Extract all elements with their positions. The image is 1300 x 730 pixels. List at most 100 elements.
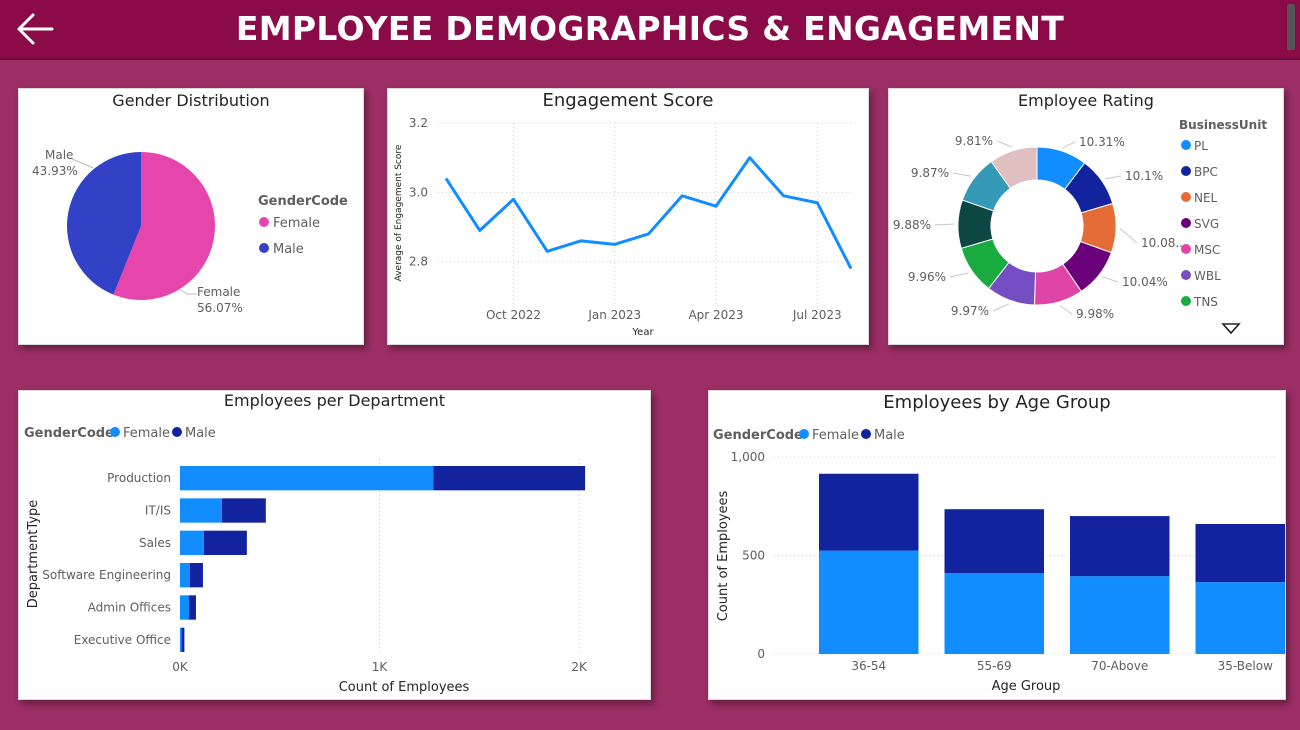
legend-dot-bpc <box>1181 166 1191 176</box>
bar-segment-female <box>180 563 190 588</box>
leader-line-female <box>178 288 197 295</box>
x-axis-title: Count of Employees <box>339 680 470 695</box>
legend-label-male: Male <box>874 428 905 443</box>
legend-dot-male <box>861 429 871 439</box>
donut-slice-other-9 <box>990 146 1038 190</box>
y-tick-label: 2.8 <box>409 255 428 269</box>
legend-dot-female <box>110 427 120 437</box>
y-tick-label: 0 <box>757 647 765 661</box>
slice-label: 9.98% <box>1076 307 1114 321</box>
gender-chart-title: Gender Distribution <box>112 91 270 110</box>
legend-scroll-down-button[interactable] <box>1221 322 1241 336</box>
caret-down-icon <box>1221 323 1241 335</box>
slice-label: 10.1% <box>1125 169 1163 183</box>
bar-segment-female <box>180 627 182 652</box>
y-axis-title: Average of Engagement Score <box>394 144 404 281</box>
slice-label: 9.96% <box>908 270 946 284</box>
bar-segment-female <box>180 595 189 620</box>
engagement-line-chart: 2.8 3.0 3.2 Oct 2022 Jan 2023 Apr 2023 Jul 202… <box>394 116 853 338</box>
slice-label-female: Female <box>197 285 240 299</box>
column-segment-female <box>944 573 1044 654</box>
y-tick-label: 500 <box>742 549 765 563</box>
header-bar: EMPLOYEE DEMOGRAPHICS & ENGAGEMENT <box>0 0 1300 60</box>
legend-title: GenderCode <box>258 194 348 209</box>
slice-label: 9.88% <box>893 218 931 232</box>
legend-dot-female <box>259 217 269 227</box>
y-tick-label: Sales <box>139 536 171 550</box>
age-chart-title: Employees by Age Group <box>883 392 1111 413</box>
y-tick-label: 3.0 <box>409 185 428 199</box>
employees-by-age-card: GenderCode Female Male 0 500 1,000 36-54 55-69 7… <box>708 390 1286 700</box>
x-tick-label: 36-54 <box>851 659 886 673</box>
legend-dot-female <box>799 429 809 439</box>
y-axis-title: DepartmentType <box>26 500 41 609</box>
y-tick-label: Software Engineering <box>42 568 171 582</box>
engagement-chart-title: Engagement Score <box>542 90 714 111</box>
column-segment-male <box>819 473 919 551</box>
employees-per-department-card: GenderCode Female Male 0K 1K 2K Production IT/I… <box>18 390 651 700</box>
department-chart-title: Employees per Department <box>223 391 446 410</box>
legend-label-wbl: WBL <box>1194 269 1221 283</box>
slice-pct-male: 43.93% <box>32 164 78 178</box>
legend-dot-male <box>172 427 182 437</box>
y-tick-label: Admin Offices <box>88 601 171 615</box>
x-axis-title: Age Group <box>992 679 1061 694</box>
leader-line <box>952 172 971 177</box>
bar-segment-female <box>180 530 204 555</box>
column-segment-female <box>819 550 919 654</box>
employee-rating-card: 10.31% 10.1% 10.08... 10.04% 9.98% 9.97% 9.96%… <box>888 88 1284 345</box>
bar-segment-male <box>189 563 203 588</box>
leader-line <box>934 223 955 226</box>
rating-chart-title: Employee Rating <box>1018 91 1154 110</box>
leader-line <box>1102 276 1119 283</box>
column-segment-female <box>1070 576 1170 654</box>
bar-segment-female <box>180 498 222 523</box>
x-tick-label: Apr 2023 <box>688 308 743 322</box>
x-tick-label: Jul 2023 <box>792 308 842 322</box>
slice-pct-female: 56.07% <box>197 301 243 315</box>
legend-label-msc: MSC <box>1194 243 1220 257</box>
scrollbar-thumb[interactable] <box>1287 4 1295 50</box>
legend-label-male: Male <box>185 426 216 441</box>
x-tick-label: 35-Below <box>1218 659 1273 673</box>
slice-label: 9.87% <box>911 166 949 180</box>
x-tick-label: 70-Above <box>1091 659 1148 673</box>
slice-label: 10.04% <box>1122 275 1168 289</box>
x-tick-label: 55-69 <box>977 659 1012 673</box>
column-segment-male <box>1070 516 1170 577</box>
leader-line <box>1063 141 1076 148</box>
page-title: EMPLOYEE DEMOGRAPHICS & ENGAGEMENT <box>235 9 1065 48</box>
x-tick-label: 0K <box>172 660 189 674</box>
column-segment-male <box>944 509 1044 574</box>
x-tick-label: Oct 2022 <box>486 308 541 322</box>
column-segment-male <box>1195 523 1285 583</box>
legend-label-female: Female <box>273 216 320 231</box>
y-tick-label: Production <box>107 471 171 485</box>
legend-title: GenderCode <box>713 428 803 443</box>
bar-segment-male <box>203 530 247 555</box>
engagement-line <box>444 156 853 270</box>
pie-slice-female <box>113 152 215 300</box>
legend-dot-male <box>259 243 269 253</box>
legend-title: BusinessUnit <box>1179 118 1267 132</box>
back-button[interactable] <box>16 10 56 48</box>
leader-line <box>996 140 1013 148</box>
y-tick-label: Executive Office <box>74 633 171 647</box>
department-bar-chart: GenderCode Female Male 0K 1K 2K Production IT/I… <box>24 426 588 695</box>
y-tick-label: 3.2 <box>409 116 428 130</box>
slice-label: 10.08... <box>1141 236 1187 250</box>
legend-label-pl: PL <box>1194 139 1208 153</box>
x-axis-title: Year <box>631 327 654 338</box>
legend-title: GenderCode <box>24 426 114 441</box>
bar-segment-male <box>433 466 586 491</box>
legend-dot-tns <box>1181 296 1191 306</box>
legend-dot-msc <box>1181 244 1191 254</box>
column-segment-female <box>1195 582 1285 654</box>
y-tick-label: 1,000 <box>731 450 765 464</box>
slice-label-male: Male <box>45 148 73 162</box>
leader-line <box>949 272 969 278</box>
slice-label: 9.81% <box>955 134 993 148</box>
bar-segment-female <box>180 466 434 491</box>
legend-label-tns: TNS <box>1193 295 1218 309</box>
leader-line <box>1105 175 1122 180</box>
